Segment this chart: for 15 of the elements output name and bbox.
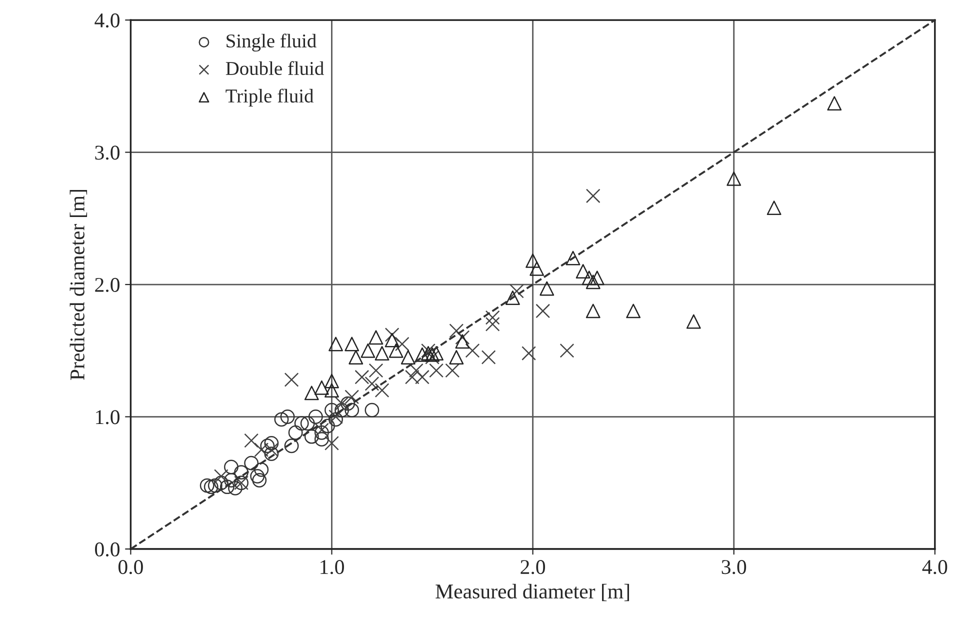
y-tick-label: 0.0 [95,542,120,557]
x-axis-title: Measured diameter [m] [436,584,630,602]
y-tick-label: 2.0 [95,278,120,292]
y-axis-title: Predicted diameter [m] [70,190,88,380]
x-tick-label: 2.0 [520,560,546,574]
legend-label: Triple fluid [226,88,314,107]
x-tick-label: 0.0 [118,560,143,574]
x-tick-label: 1.0 [320,560,344,574]
y-tick-label: 3.0 [95,146,120,160]
y-tick-label: 4.0 [94,13,120,28]
x-tick-label: 4.0 [922,560,948,574]
legend-label: Double fluid [226,61,324,76]
y-tick-label: 1.0 [96,410,120,424]
legend-label: Single fluid [226,34,316,52]
x-tick-label: 3.0 [722,560,746,574]
